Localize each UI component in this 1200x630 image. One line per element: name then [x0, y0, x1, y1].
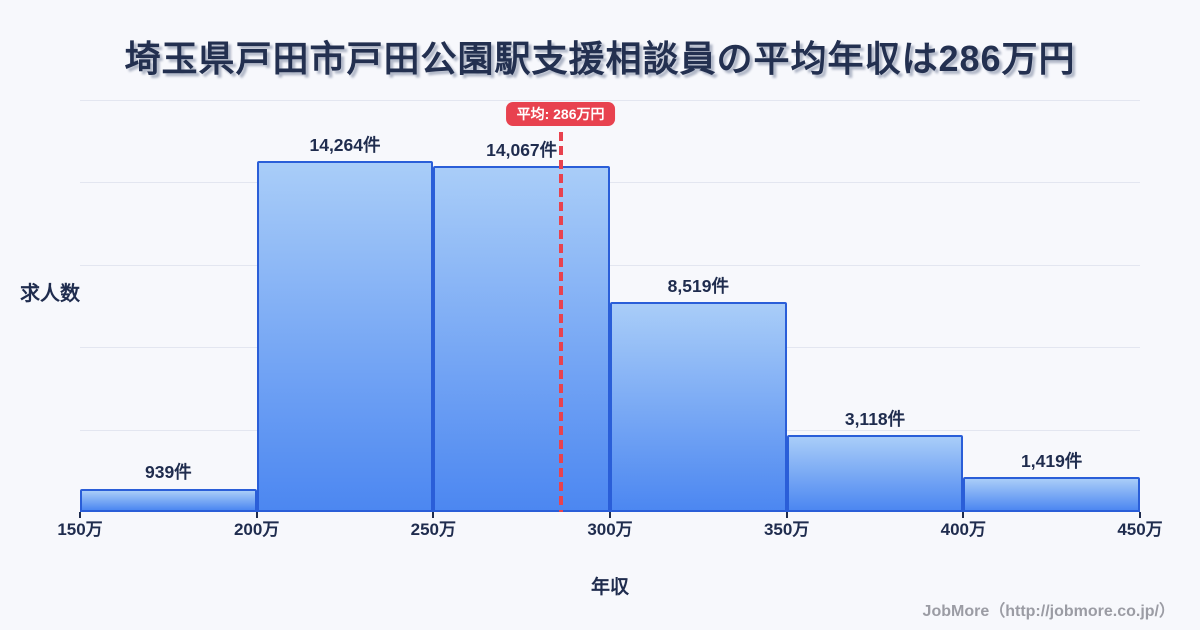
x-axis-tick-label: 450万: [1117, 520, 1163, 539]
bar-value-label: 14,264件: [309, 134, 381, 155]
page-title: 埼玉県戸田市戸田公園駅支援相談員の平均年収は286万円: [124, 38, 1076, 79]
x-axis-tick-label: 300万: [587, 520, 633, 539]
y-axis-label: 求人数: [20, 283, 80, 305]
x-axis-tick: [785, 512, 788, 518]
histogram-bar: [963, 477, 1140, 512]
gridline: [80, 100, 1140, 101]
plot-area: 939件 14,264件 14,067件 8,519件 3,118件 1,419件 150万…: [57, 100, 1163, 538]
x-axis-tick-label: 200万: [233, 520, 280, 539]
histogram-bar: [433, 166, 610, 512]
histogram-bar: [80, 488, 257, 512]
bar-value-label: 8,519件: [667, 275, 729, 296]
bar-value-label: 14,067件: [486, 139, 558, 160]
mean-value-badge: 平均: 286万円: [505, 102, 616, 126]
histogram-bar: [786, 435, 964, 512]
gridline: [80, 264, 1140, 266]
x-axis-tick-label: 150万: [57, 520, 103, 539]
x-axis-tick: [79, 512, 81, 518]
mean-dashed-line: [558, 132, 563, 512]
x-axis-tick: [1139, 512, 1141, 518]
gridline: [80, 182, 1140, 184]
x-axis-tick-label: 350万: [763, 520, 810, 539]
bar-value-label: 1,419件: [1021, 450, 1083, 471]
histogram-bar: [610, 302, 787, 512]
footer-credit: JobMore（http://jobmore.co.jp/）: [922, 603, 1175, 620]
x-axis-tick-label: 400万: [940, 520, 987, 539]
x-axis-tick: [962, 512, 965, 518]
bar-value-label: 939件: [144, 462, 192, 483]
x-axis-tick-label: 250万: [410, 520, 457, 539]
x-axis-label: 年収: [590, 577, 630, 598]
x-axis-tick: [432, 512, 435, 518]
bar-value-label: 3,118件: [844, 408, 906, 429]
x-axis-tick: [609, 512, 611, 518]
histogram-bar: [256, 161, 434, 512]
x-axis-tick: [255, 512, 258, 518]
